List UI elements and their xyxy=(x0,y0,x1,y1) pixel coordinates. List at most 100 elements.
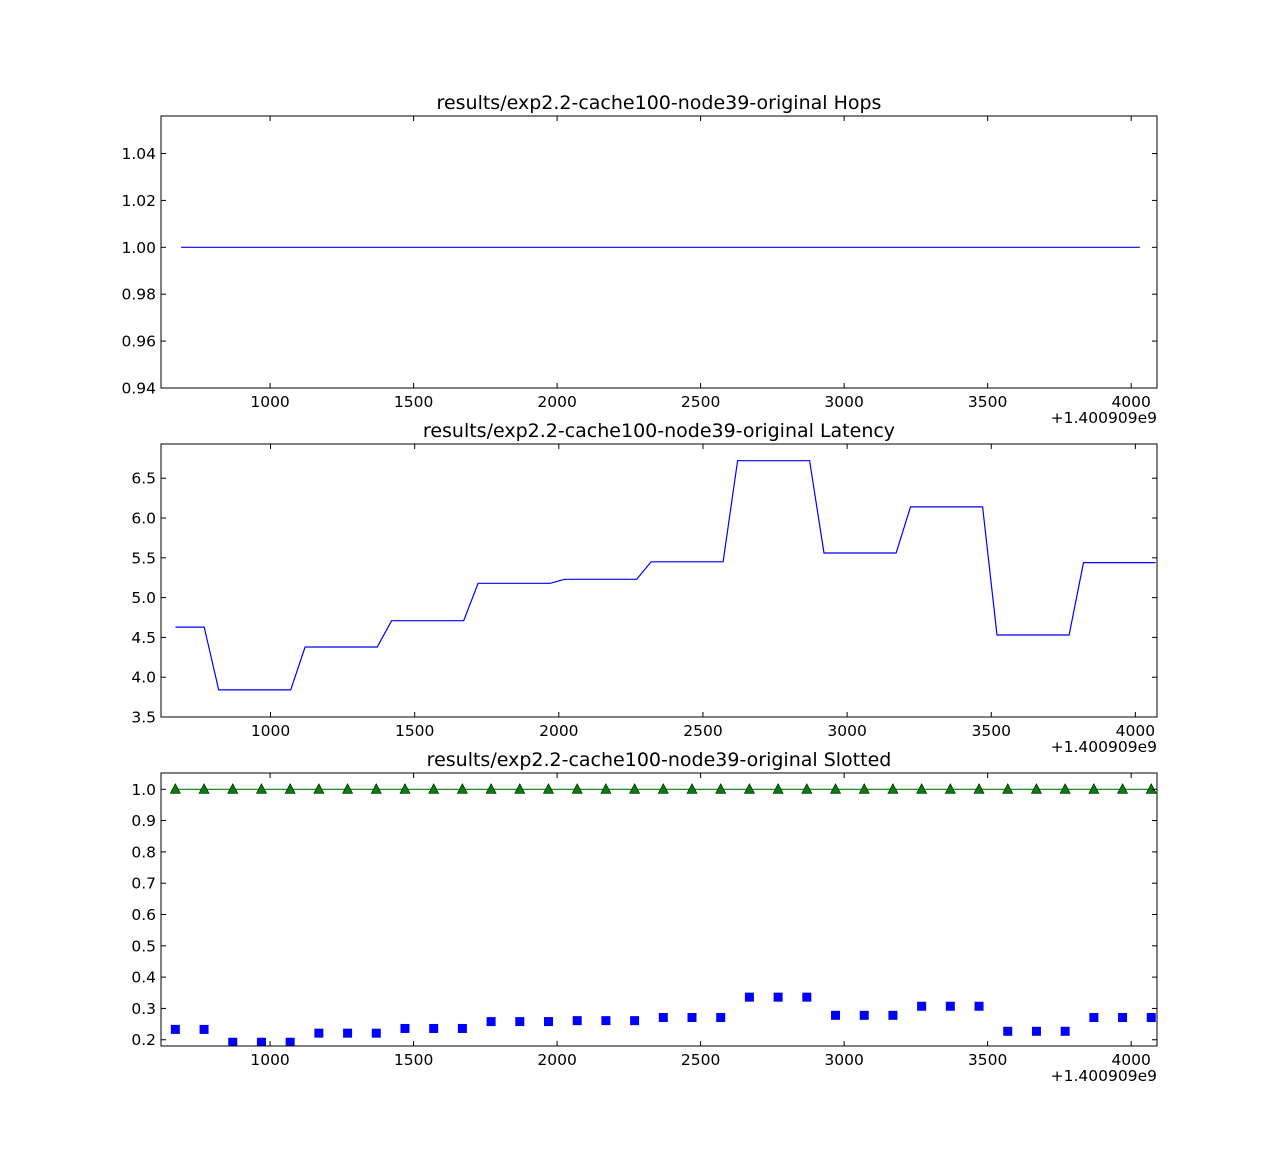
data-point-triangle xyxy=(399,783,411,794)
y-tick-label: 1.04 xyxy=(121,145,156,163)
data-point-square xyxy=(1003,1026,1013,1036)
data-point-square xyxy=(630,1016,640,1026)
data-point-square xyxy=(199,1024,209,1034)
data-point-square xyxy=(314,1028,324,1038)
y-tick-label: 1.0 xyxy=(131,781,156,799)
data-point-square xyxy=(1146,1013,1156,1023)
x-tick-label: 3500 xyxy=(968,393,1007,411)
plot-area xyxy=(175,460,1156,691)
y-tick-label: 0.5 xyxy=(131,937,156,955)
data-point-square xyxy=(515,1017,525,1027)
data-point-square xyxy=(601,1016,611,1026)
data-point-square xyxy=(486,1017,496,1027)
x-tick-label: 1000 xyxy=(250,1051,289,1069)
data-point-square xyxy=(256,1037,266,1046)
x-offset-label: +1.400909e9 xyxy=(1051,738,1157,756)
x-tick-label: 3000 xyxy=(827,722,866,740)
y-tick-label: 0.2 xyxy=(131,1031,156,1049)
data-point-triangle xyxy=(284,783,296,794)
data-point-triangle xyxy=(169,783,181,794)
plot-frame xyxy=(160,772,1158,1047)
data-point-triangle xyxy=(973,783,985,794)
chart-panel-2: results/exp2.2-cache100-node39-original … xyxy=(131,420,1158,756)
data-point-square xyxy=(1118,1013,1128,1023)
y-tick-label: 5.0 xyxy=(131,589,156,607)
data-point-square xyxy=(716,1013,726,1023)
y-tick-label: 0.96 xyxy=(121,333,156,351)
data-point-square xyxy=(802,992,812,1002)
x-tick-label: 3000 xyxy=(824,1051,863,1069)
data-point-triangle xyxy=(198,783,210,794)
data-point-triangle xyxy=(887,783,899,794)
x-tick-label: 1500 xyxy=(395,722,434,740)
x-tick-label: 2000 xyxy=(537,1051,576,1069)
x-tick-label: 1000 xyxy=(250,393,289,411)
x-tick-label: 4000 xyxy=(1111,393,1150,411)
y-tick-label: 4.5 xyxy=(131,629,156,647)
chart-panel-3: results/exp2.2-cache100-node39-original … xyxy=(131,749,1158,1085)
data-point-triangle xyxy=(485,783,497,794)
data-point-triangle xyxy=(600,783,612,794)
x-offset-label: +1.400909e9 xyxy=(1051,1067,1157,1085)
data-point-square xyxy=(888,1010,898,1020)
data-point-square xyxy=(371,1028,381,1038)
x-tick-label: 3500 xyxy=(968,1051,1007,1069)
data-point-square xyxy=(1031,1026,1041,1036)
series-1 xyxy=(169,783,1157,794)
data-point-square xyxy=(285,1037,295,1046)
data-point-triangle xyxy=(227,783,239,794)
data-point-triangle xyxy=(1002,783,1014,794)
data-point-triangle xyxy=(772,783,784,794)
data-point-square xyxy=(1089,1013,1099,1023)
data-point-triangle xyxy=(1145,783,1157,794)
y-tick-label: 0.9 xyxy=(131,812,156,830)
y-tick-label: 5.5 xyxy=(131,549,156,567)
y-tick-label: 1.00 xyxy=(121,239,156,257)
chart-title: results/exp2.2-cache100-node39-original … xyxy=(437,92,882,114)
x-tick-label: 1500 xyxy=(394,1051,433,1069)
y-tick-label: 0.98 xyxy=(121,286,156,304)
data-point-triangle xyxy=(801,783,813,794)
data-point-triangle xyxy=(428,783,440,794)
data-point-triangle xyxy=(944,783,956,794)
plot-area xyxy=(169,783,1157,1046)
data-point-triangle xyxy=(370,783,382,794)
data-point-square xyxy=(170,1024,180,1034)
data-point-triangle xyxy=(629,783,641,794)
data-point-square xyxy=(974,1001,984,1011)
y-tick-label: 0.8 xyxy=(131,843,156,861)
data-point-square xyxy=(917,1001,927,1011)
x-offset-label: +1.400909e9 xyxy=(1051,409,1157,427)
data-point-square xyxy=(859,1010,869,1020)
data-point-square xyxy=(543,1017,553,1027)
chart-title: results/exp2.2-cache100-node39-original … xyxy=(423,420,895,442)
data-point-triangle xyxy=(743,783,755,794)
data-point-square xyxy=(1060,1026,1070,1036)
data-point-triangle xyxy=(1117,783,1129,794)
data-point-triangle xyxy=(313,783,325,794)
data-point-square xyxy=(400,1023,410,1033)
data-point-square xyxy=(658,1013,668,1023)
data-point-triangle xyxy=(686,783,698,794)
chart-panel-1: results/exp2.2-cache100-node39-original … xyxy=(121,92,1158,427)
data-point-triangle xyxy=(1030,783,1042,794)
x-tick-label: 3000 xyxy=(824,393,863,411)
y-tick-label: 6.0 xyxy=(131,510,156,528)
y-tick-label: 0.7 xyxy=(131,875,156,893)
data-point-triangle xyxy=(916,783,928,794)
chart-title: results/exp2.2-cache100-node39-original … xyxy=(427,749,892,771)
series-2 xyxy=(170,992,1156,1046)
data-point-square xyxy=(457,1023,467,1033)
y-tick-label: 3.5 xyxy=(131,709,156,727)
plot-frame xyxy=(160,115,1158,389)
data-point-square xyxy=(744,992,754,1002)
y-tick-label: 0.6 xyxy=(131,906,156,924)
data-point-triangle xyxy=(1059,783,1071,794)
x-tick-label: 2500 xyxy=(681,393,720,411)
data-point-square xyxy=(831,1010,841,1020)
data-point-triangle xyxy=(456,783,468,794)
y-tick-label: 0.4 xyxy=(131,969,156,987)
x-tick-label: 2000 xyxy=(539,722,578,740)
data-point-square xyxy=(687,1013,697,1023)
